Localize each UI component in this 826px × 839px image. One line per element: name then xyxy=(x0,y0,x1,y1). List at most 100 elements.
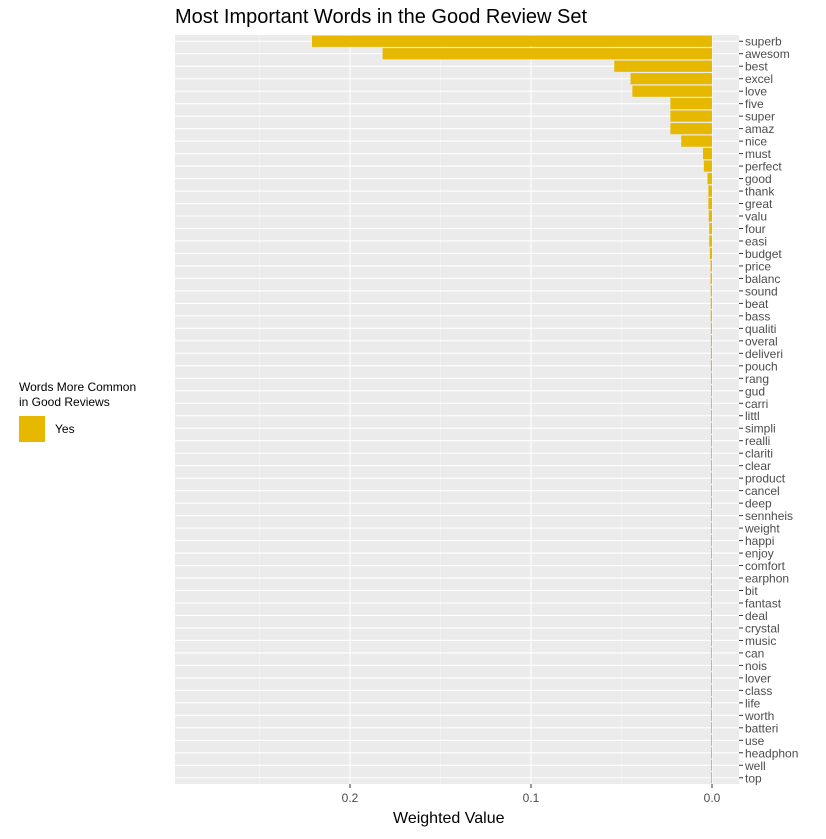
legend-title-line2: in Good Reviews xyxy=(19,395,110,409)
bar-life xyxy=(711,697,712,709)
y-tick-label-lover: lover xyxy=(745,671,771,685)
bar-enjoy xyxy=(711,547,712,559)
y-tick-label-fantast: fantast xyxy=(745,596,782,610)
y-tick-label-happi: happi xyxy=(745,534,774,548)
bar-thank xyxy=(708,185,712,197)
bar-good xyxy=(707,172,712,185)
legend-title: Words More Common in Good Reviews xyxy=(19,380,159,410)
y-tick-label-overal: overal xyxy=(745,334,778,348)
y-tick-label-pouch: pouch xyxy=(745,359,778,373)
plot-panel xyxy=(175,35,739,784)
y-tick-label-amaz: amaz xyxy=(745,122,774,136)
legend-key-swatch xyxy=(19,416,45,442)
y-tick-label-crystal: crystal xyxy=(745,621,780,635)
bar-clariti xyxy=(711,447,712,459)
bar-weight xyxy=(711,522,712,534)
bar-rang xyxy=(711,372,712,384)
y-tick-label-valu: valu xyxy=(745,210,767,224)
bar-great xyxy=(708,197,712,210)
bar-crystal xyxy=(711,622,712,634)
y-tick-label-rang: rang xyxy=(745,372,769,386)
bar-deep xyxy=(711,497,712,509)
bar-love xyxy=(632,85,712,97)
y-tick-label-beat: beat xyxy=(745,297,769,311)
bar-awesom xyxy=(382,48,712,60)
bar-use xyxy=(711,734,712,746)
chart-title: Most Important Words in the Good Review … xyxy=(175,6,588,28)
legend-entry-label: Yes xyxy=(55,422,75,436)
bar-simpli xyxy=(711,422,712,434)
bar-superb xyxy=(311,35,712,47)
y-tick-label-cancel: cancel xyxy=(745,484,780,498)
y-tick-label-life: life xyxy=(745,696,761,710)
bar-deal xyxy=(711,609,712,622)
bar-bit xyxy=(711,584,712,597)
legend-entry: Yes xyxy=(19,416,159,442)
y-tick-label-deliveri: deliveri xyxy=(745,347,783,361)
y-tick-label-worth: worth xyxy=(744,709,774,723)
bar-amaz xyxy=(670,123,712,135)
y-tick-label-five: five xyxy=(745,97,764,111)
bar-balanc xyxy=(710,272,712,285)
bar-nois xyxy=(711,659,712,672)
bar-five xyxy=(670,98,712,110)
y-tick-label-perfect: perfect xyxy=(745,160,782,174)
y-tick-label-clariti: clariti xyxy=(745,447,773,461)
bar-beat xyxy=(710,297,712,310)
bar-clear xyxy=(711,460,712,472)
bar-budget xyxy=(709,247,712,260)
y-tick-label-well: well xyxy=(744,759,766,773)
y-tick-label-superb: superb xyxy=(745,35,782,49)
bar-realli xyxy=(711,435,712,447)
y-tick-label-top: top xyxy=(745,771,762,785)
y-tick-label-love: love xyxy=(745,85,767,99)
y-tick-label-sound: sound xyxy=(745,284,778,298)
bar-excel xyxy=(630,73,712,85)
y-tick-label-best: best xyxy=(745,60,768,74)
y-tick-label-class: class xyxy=(745,684,772,698)
bar-must xyxy=(702,147,712,160)
y-tick-label-can: can xyxy=(745,646,764,660)
y-tick-label-sennheis: sennheis xyxy=(745,509,793,523)
y-tick-label-four: four xyxy=(745,222,766,236)
y-tick-label-excel: excel xyxy=(745,72,773,86)
bar-comfort xyxy=(711,559,712,572)
bar-well xyxy=(711,759,712,771)
y-tick-label-comfort: comfort xyxy=(745,559,786,573)
y-tick-label-good: good xyxy=(745,172,772,186)
y-tick-label-budget: budget xyxy=(745,247,782,261)
y-tick-label-enjoy: enjoy xyxy=(745,547,774,561)
y-tick-label-earphon: earphon xyxy=(745,572,789,586)
y-tick-label-balanc: balanc xyxy=(745,272,780,286)
bar-lover xyxy=(711,672,712,684)
y-tick-label-deep: deep xyxy=(745,497,772,511)
bar-gud xyxy=(711,385,712,397)
y-tick-label-nois: nois xyxy=(745,659,767,673)
legend: Words More Common in Good Reviews Yes xyxy=(19,380,159,442)
bar-sennheis xyxy=(711,509,712,522)
bar-deliveri xyxy=(710,347,712,359)
y-tick-label-carri: carri xyxy=(745,397,768,411)
x-tick-label: 0.2 xyxy=(342,791,359,805)
y-tick-label-simpli: simpli xyxy=(745,422,776,436)
bar-music xyxy=(711,634,712,647)
y-tick-label-batteri: batteri xyxy=(745,721,778,735)
y-tick-label-price: price xyxy=(745,259,771,273)
y-tick-label-bass: bass xyxy=(745,309,770,323)
bar-product xyxy=(711,472,712,484)
y-tick-label-awesom: awesom xyxy=(745,47,790,61)
y-tick-label-deal: deal xyxy=(745,609,768,623)
y-tick-label-must: must xyxy=(745,147,772,161)
bar-nice xyxy=(681,135,712,147)
bar-valu xyxy=(708,210,712,222)
bar-top xyxy=(711,772,712,784)
bar-easi xyxy=(709,235,712,247)
y-tick-label-great: great xyxy=(745,197,773,211)
bar-can xyxy=(711,647,712,659)
bar-super xyxy=(670,110,712,122)
bar-pouch xyxy=(710,360,712,372)
y-tick-label-headphon: headphon xyxy=(745,746,798,760)
y-tick-label-clear: clear xyxy=(745,459,771,473)
y-tick-label-music: music xyxy=(745,634,776,648)
